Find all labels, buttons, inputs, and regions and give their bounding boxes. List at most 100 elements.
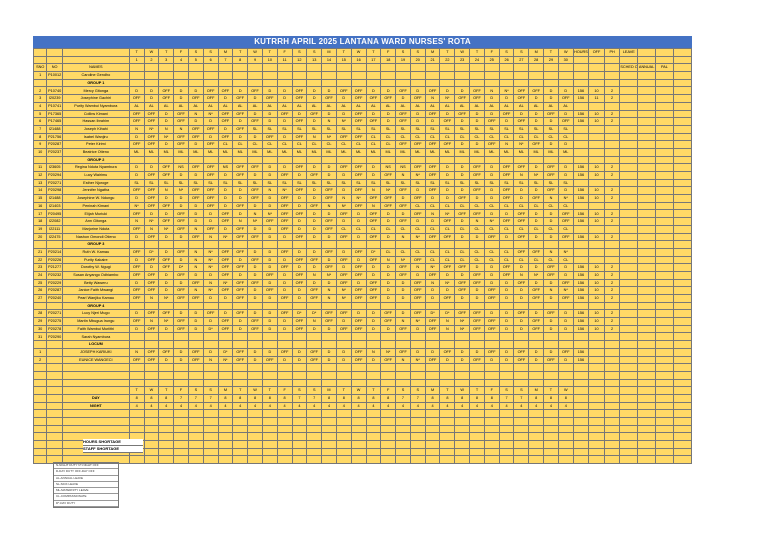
shift-cell[interactable]: OFF [276,201,293,211]
shift-cell[interactable]: D [261,255,278,265]
shift-cell[interactable]: OFF [158,94,175,103]
shift-cell[interactable]: OFF [202,194,219,203]
shift-cell[interactable]: D [335,94,352,103]
shift-cell[interactable]: OFF [291,163,308,172]
shift-cell[interactable]: OFF [143,347,160,357]
shift-cell[interactable]: OFF [217,247,234,257]
shift-cell[interactable]: OFF [247,163,263,172]
shift-cell[interactable]: D [380,263,397,272]
shift-cell[interactable]: D [409,347,426,357]
shift-cell[interactable]: D [498,347,515,357]
shift-cell[interactable]: OFF [128,355,145,365]
shift-cell[interactable]: OFF [335,324,352,334]
shift-cell[interactable]: OFF [217,217,234,226]
shift-cell[interactable]: D [143,263,160,272]
shift-cell[interactable]: CL [321,140,337,149]
shift-cell[interactable]: OFF [321,317,337,326]
shift-cell[interactable]: D [424,117,441,126]
shift-cell[interactable]: D [439,355,456,365]
shift-cell[interactable]: OFF [143,355,160,365]
shift-cell[interactable]: ML [454,147,471,157]
shift-cell[interactable]: CL [483,255,500,265]
shift-cell[interactable]: D [395,209,411,219]
shift-cell[interactable]: D [187,317,204,326]
shift-cell[interactable]: CL [409,224,426,234]
shift-cell[interactable]: D [232,86,249,96]
shift-cell[interactable]: CL [380,132,397,142]
shift-cell[interactable]: OFF [513,347,530,357]
shift-cell[interactable]: OFF [409,194,426,203]
shift-cell[interactable]: CL [528,255,545,265]
shift-cell[interactable]: D [158,247,175,257]
shift-cell[interactable]: D [247,171,263,180]
shift-cell[interactable]: N [232,217,249,226]
shift-cell[interactable]: ML [424,147,441,157]
shift-cell[interactable]: CL [395,224,411,234]
shift-cell[interactable]: SL [335,178,352,188]
shift-cell[interactable]: D [128,309,145,319]
shift-cell[interactable]: OFF [276,347,293,357]
shift-cell[interactable]: D [469,232,485,242]
shift-cell[interactable]: SL [247,124,263,134]
shift-cell[interactable] [395,71,411,80]
shift-cell[interactable]: D [350,217,367,226]
shift-cell[interactable]: D [128,132,145,142]
shift-cell[interactable]: D [380,324,397,334]
shift-cell[interactable]: CL [409,132,426,142]
shift-cell[interactable] [291,332,308,342]
shift-cell[interactable]: D [395,194,411,203]
shift-cell[interactable]: D [350,232,367,242]
shift-cell[interactable]: SL [128,178,145,188]
shift-cell[interactable]: D [247,286,263,295]
shift-cell[interactable]: D [232,186,249,196]
shift-cell[interactable]: OFF [128,117,145,126]
shift-cell[interactable]: D [498,232,515,242]
shift-cell[interactable]: OFF [454,109,471,119]
shift-cell[interactable]: D [291,355,308,365]
shift-cell[interactable]: D [187,309,204,319]
shift-cell[interactable]: OFF [528,86,545,96]
shift-cell[interactable] [557,71,574,80]
shift-cell[interactable]: OFF [232,109,249,119]
shift-cell[interactable]: OFF [469,171,485,180]
shift-cell[interactable]: OFF [128,286,145,295]
shift-cell[interactable]: OFF [350,186,367,196]
shift-cell[interactable]: CL [232,140,249,149]
shift-cell[interactable]: D [276,255,293,265]
shift-cell[interactable]: D [439,163,456,172]
shift-cell[interactable]: D [276,132,293,142]
shift-cell[interactable]: OFF [513,163,530,172]
shift-cell[interactable]: OFF [202,201,219,211]
shift-cell[interactable]: OFF [395,186,411,196]
shift-cell[interactable]: D [454,232,471,242]
shift-cell[interactable]: OFF [217,324,234,334]
shift-cell[interactable]: SL [513,124,530,134]
shift-cell[interactable]: D* [439,309,456,319]
shift-cell[interactable]: OFF [187,194,204,203]
shift-cell[interactable]: D [276,86,293,96]
shift-cell[interactable] [380,332,397,342]
shift-cell[interactable]: N [202,355,219,365]
shift-cell[interactable]: CL [469,247,485,257]
shift-cell[interactable]: OFF [291,117,308,126]
shift-cell[interactable]: OFF [395,201,411,211]
shift-cell[interactable] [350,71,367,80]
shift-cell[interactable]: D [498,209,515,219]
shift-cell[interactable]: OFF [173,140,189,149]
shift-cell[interactable]: SL [187,178,204,188]
shift-cell[interactable]: OFF [350,117,367,126]
shift-cell[interactable]: OFF [276,109,293,119]
shift-cell[interactable]: SL [365,178,382,188]
shift-cell[interactable]: D [217,124,234,134]
shift-cell[interactable]: N [321,294,337,303]
shift-cell[interactable] [247,71,263,80]
shift-cell[interactable]: N [424,209,441,219]
shift-cell[interactable]: CL [469,201,485,211]
shift-cell[interactable]: D [232,255,249,265]
shift-cell[interactable]: OFF [528,194,545,203]
shift-cell[interactable]: D [261,201,278,211]
shift-cell[interactable]: OFF [498,109,515,119]
shift-cell[interactable]: OFF [128,94,145,103]
shift-cell[interactable]: D [513,263,530,272]
shift-cell[interactable]: AL [187,101,204,111]
